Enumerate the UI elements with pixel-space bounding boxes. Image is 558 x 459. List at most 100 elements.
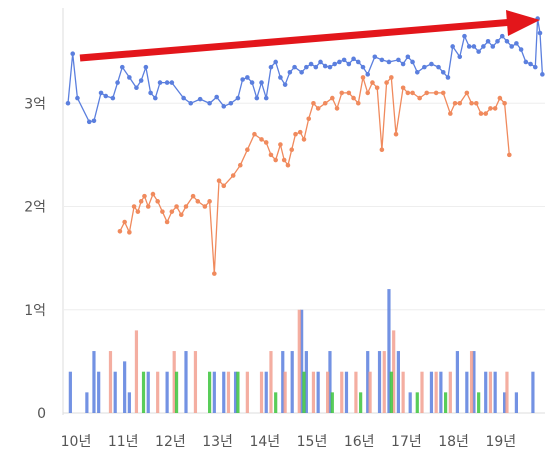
volume-bar xyxy=(269,351,273,413)
volume-bar xyxy=(300,309,304,413)
series-point xyxy=(214,94,219,100)
series-point xyxy=(245,75,250,80)
volume-bar xyxy=(85,392,89,413)
volume-bar xyxy=(165,371,169,413)
series-point xyxy=(374,85,380,91)
volume-bar xyxy=(304,351,308,413)
series-point xyxy=(466,44,472,49)
series-point xyxy=(281,157,287,163)
series-point xyxy=(452,100,458,106)
volume-bar xyxy=(531,371,535,413)
x-tick-label: 10년 xyxy=(61,434,92,450)
volume-bar xyxy=(156,371,160,413)
series-point xyxy=(450,44,455,49)
series-point xyxy=(481,44,486,49)
volume-bar xyxy=(274,392,278,413)
series-point xyxy=(259,137,264,142)
series-point xyxy=(389,75,394,80)
series-point xyxy=(228,100,234,106)
series-point xyxy=(263,140,269,145)
series-point xyxy=(259,80,264,85)
series-point xyxy=(188,100,194,106)
series-point xyxy=(86,119,92,125)
series-point xyxy=(216,178,222,183)
series-point xyxy=(464,90,470,96)
volume-bar xyxy=(434,371,438,413)
volume-bar xyxy=(477,392,481,413)
series-point xyxy=(190,193,196,199)
volume-bar xyxy=(448,371,452,413)
series-point xyxy=(462,33,467,39)
volume-bar xyxy=(392,330,396,413)
x-tick-label: 17년 xyxy=(391,434,422,450)
x-tick-label: 19년 xyxy=(485,434,516,450)
volume-bar xyxy=(444,392,448,413)
series-point xyxy=(476,49,481,54)
series-point xyxy=(254,95,260,101)
series-point xyxy=(327,64,333,70)
series-point xyxy=(148,90,153,96)
series-point xyxy=(346,61,352,67)
series-point xyxy=(514,41,519,46)
series-point xyxy=(289,147,295,153)
series-point xyxy=(278,142,283,147)
series-point xyxy=(445,75,451,80)
series-point xyxy=(507,152,512,158)
volume-bar xyxy=(455,351,459,413)
volume-bar xyxy=(326,371,330,413)
volume-bar xyxy=(340,371,344,413)
series-point xyxy=(495,39,500,44)
volume-bar xyxy=(233,371,238,413)
series-point xyxy=(492,106,498,111)
volume-bar xyxy=(488,371,493,413)
series-point xyxy=(145,204,151,209)
series-point xyxy=(181,95,186,101)
series-point xyxy=(207,199,212,204)
series-point xyxy=(293,131,298,137)
series-point xyxy=(332,61,337,67)
volume-bar xyxy=(344,371,349,413)
volume-bar xyxy=(368,371,372,413)
y-tick-label: 0 xyxy=(37,406,46,422)
series-point xyxy=(103,93,109,99)
volume-bar xyxy=(302,371,306,413)
series-point xyxy=(273,59,278,65)
volume-bar xyxy=(283,371,287,413)
volume-bar xyxy=(472,351,476,413)
series-point xyxy=(448,111,453,116)
volume-bar xyxy=(401,371,405,413)
series-point xyxy=(537,30,543,36)
volume-bar xyxy=(184,351,188,413)
series-point xyxy=(497,95,503,101)
series-point xyxy=(417,95,422,101)
series-point xyxy=(339,90,345,96)
series-point xyxy=(268,152,274,158)
volume-bar xyxy=(97,371,101,413)
series-point xyxy=(142,193,147,199)
volume-bar xyxy=(484,371,488,413)
x-tick-label: 13년 xyxy=(202,434,233,450)
series-point xyxy=(478,111,484,116)
volume-bar xyxy=(377,351,382,413)
volume-bar xyxy=(208,371,212,413)
y-tick-label: 1억 xyxy=(24,303,46,319)
series-point xyxy=(393,131,399,137)
series-point xyxy=(400,61,406,67)
series-point xyxy=(433,90,439,96)
volume-bar xyxy=(281,351,285,413)
volume-bar xyxy=(259,371,264,413)
series-point xyxy=(355,100,361,106)
series-point xyxy=(278,75,283,80)
series-point xyxy=(169,80,175,85)
series-point xyxy=(195,199,201,204)
series-point xyxy=(488,106,493,111)
series-point xyxy=(315,106,321,111)
volume-bar xyxy=(193,351,198,413)
volume-bar xyxy=(396,351,400,413)
series-point xyxy=(150,191,156,197)
volume-bar xyxy=(366,351,370,413)
series-point xyxy=(422,64,427,70)
volume-bar xyxy=(123,361,127,413)
series-point xyxy=(237,162,243,168)
